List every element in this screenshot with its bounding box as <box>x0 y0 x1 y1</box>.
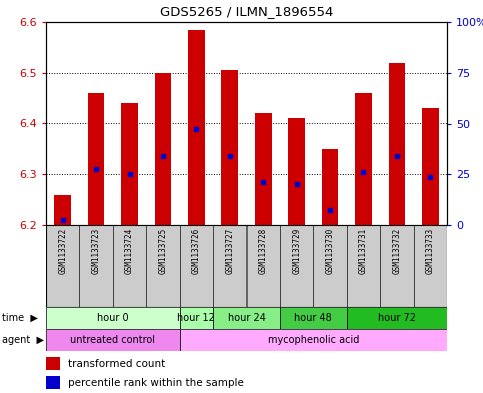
Bar <box>280 307 347 329</box>
Bar <box>146 225 180 307</box>
Bar <box>280 225 313 307</box>
Text: transformed count: transformed count <box>68 359 165 369</box>
Bar <box>213 307 280 329</box>
Bar <box>288 118 305 225</box>
Bar <box>255 113 271 225</box>
Bar <box>246 225 280 307</box>
Bar <box>121 103 138 225</box>
Bar <box>347 225 380 307</box>
Bar <box>46 376 60 389</box>
Text: hour 24: hour 24 <box>227 313 266 323</box>
Text: GSM1133729: GSM1133729 <box>292 228 301 274</box>
Bar <box>55 195 71 225</box>
Bar <box>113 225 146 307</box>
Bar <box>180 329 447 351</box>
Bar <box>221 70 238 225</box>
Text: GSM1133733: GSM1133733 <box>426 228 435 274</box>
Bar <box>413 225 447 307</box>
Text: GSM1133722: GSM1133722 <box>58 228 67 274</box>
Text: GSM1133732: GSM1133732 <box>392 228 401 274</box>
Bar <box>188 29 205 225</box>
Bar <box>79 225 113 307</box>
Bar <box>380 225 413 307</box>
Bar <box>388 62 405 225</box>
Bar <box>213 225 246 307</box>
Text: agent  ▶: agent ▶ <box>2 335 44 345</box>
Text: GSM1133731: GSM1133731 <box>359 228 368 274</box>
Bar <box>180 225 213 307</box>
Bar <box>88 93 104 225</box>
Text: GSM1133726: GSM1133726 <box>192 228 201 274</box>
Text: GSM1133730: GSM1133730 <box>326 228 335 274</box>
Bar <box>355 93 372 225</box>
Bar <box>46 225 79 307</box>
Bar <box>313 225 347 307</box>
Text: untreated control: untreated control <box>71 335 156 345</box>
Text: GSM1133724: GSM1133724 <box>125 228 134 274</box>
Text: GDS5265 / ILMN_1896554: GDS5265 / ILMN_1896554 <box>160 5 333 18</box>
Text: hour 72: hour 72 <box>378 313 416 323</box>
Text: hour 12: hour 12 <box>177 313 215 323</box>
Text: GSM1133723: GSM1133723 <box>92 228 100 274</box>
Bar <box>422 108 439 225</box>
Text: GSM1133728: GSM1133728 <box>259 228 268 274</box>
Text: percentile rank within the sample: percentile rank within the sample <box>68 378 244 387</box>
Text: GSM1133727: GSM1133727 <box>225 228 234 274</box>
Bar <box>46 307 180 329</box>
Bar <box>155 73 171 225</box>
Text: time  ▶: time ▶ <box>2 313 38 323</box>
Text: mycophenolic acid: mycophenolic acid <box>268 335 359 345</box>
Text: GSM1133725: GSM1133725 <box>158 228 168 274</box>
Bar <box>347 307 447 329</box>
Bar <box>322 149 339 225</box>
Text: hour 48: hour 48 <box>295 313 332 323</box>
Bar <box>180 307 213 329</box>
Bar <box>46 329 180 351</box>
Bar <box>46 357 60 370</box>
Text: hour 0: hour 0 <box>97 313 128 323</box>
